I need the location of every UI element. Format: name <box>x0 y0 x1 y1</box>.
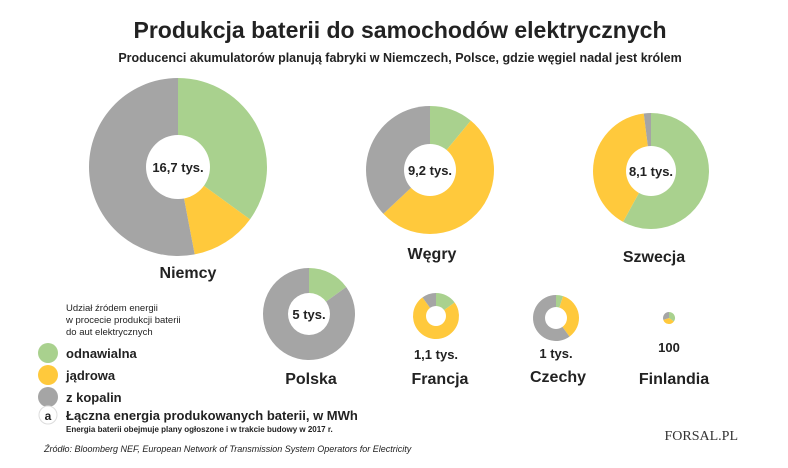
slice-szwecja-jadrowa <box>592 113 651 222</box>
donut-polska: 5 tys. Polska <box>263 268 355 388</box>
country-label-finlandia: Finlandia <box>639 371 709 388</box>
donut-hole-niemcy <box>146 135 210 199</box>
donut-niemcy: 16,7 tys. Niemcy <box>89 78 267 282</box>
slice-niemcy-z-kopalin <box>89 78 195 256</box>
value-label-francja: 1,1 tys. <box>414 347 458 362</box>
donut-hole-szwecja <box>626 146 676 196</box>
donut-finlandia: 100 Finlandia <box>639 312 709 388</box>
legend-title-line-2: w procecie produkcji baterii <box>65 315 181 326</box>
value-label-finlandia: 100 <box>658 340 680 355</box>
forsal-logo: FORSAL.PL <box>664 429 738 444</box>
donut-czechy: 1 tys. Czechy <box>530 295 586 386</box>
legend: Udział źródem energii w procecie produkc… <box>38 303 358 434</box>
chart-title: Produkcja baterii do samochodów elektryc… <box>134 17 667 43</box>
value-label-szwecja: 8,1 tys. <box>629 164 673 179</box>
legend-total-label: Łączna energia produkowanych baterii, w … <box>66 408 358 423</box>
donut-hole-czechy <box>545 307 567 329</box>
chart-subtitle: Producenci akumulatorów planują fabryki … <box>118 51 681 65</box>
value-label-polska: 5 tys. <box>292 307 325 322</box>
legend-label-odnawialna: odnawialna <box>66 346 138 361</box>
country-label-czechy: Czechy <box>530 369 586 386</box>
legend-title-line-3: do aut elektrycznych <box>66 327 153 338</box>
slice-czechy-jadrowa <box>556 296 580 337</box>
donut-szwecja: 8,1 tys. Szwecja <box>592 113 709 266</box>
legend-note: Energia baterii obejmuje plany ogłoszone… <box>66 425 333 434</box>
country-label-wegry: Węgry <box>408 246 457 263</box>
legend-label-jadrowa: jądrowa <box>65 368 116 383</box>
country-label-polska: Polska <box>285 371 337 388</box>
slice-finlandia-jadrowa <box>663 318 674 324</box>
slice-wegry-z-kopalin <box>365 106 430 214</box>
value-label-czechy: 1 tys. <box>539 346 572 361</box>
donut-hole-francja <box>426 306 446 326</box>
legend-total-symbol: a <box>45 409 52 423</box>
donut-francja: 1,1 tys. Francja <box>412 293 469 388</box>
donut-hole-polska <box>288 293 330 335</box>
legend-title-line-1: Udział źródem energii <box>66 303 158 314</box>
country-label-francja: Francja <box>412 371 469 388</box>
value-label-niemcy: 16,7 tys. <box>152 160 203 175</box>
source-note: Źródło: Bloomberg NEF, European Network … <box>43 444 412 454</box>
legend-total-swatch <box>38 405 58 425</box>
legend-swatch-odnawialna <box>38 343 58 363</box>
slice-niemcy-odnawialna <box>178 78 267 220</box>
legend-label-z-kopalin: z kopalin <box>66 390 122 405</box>
slice-finlandia-z-kopalin <box>663 312 669 320</box>
country-label-szwecja: Szwecja <box>623 249 685 266</box>
legend-swatch-z-kopalin <box>38 387 58 407</box>
legend-swatch-jadrowa <box>38 365 58 385</box>
donut-charts: 16,7 tys. Niemcy 9,2 tys. Węgry 8,1 tys. Szwe… <box>89 78 709 388</box>
slice-finlandia-odnawialna <box>669 312 675 322</box>
country-label-niemcy: Niemcy <box>160 265 217 282</box>
donut-wegry: 9,2 tys. Węgry <box>365 106 494 263</box>
donut-hole-wegry <box>404 144 456 196</box>
value-label-wegry: 9,2 tys. <box>408 163 452 178</box>
